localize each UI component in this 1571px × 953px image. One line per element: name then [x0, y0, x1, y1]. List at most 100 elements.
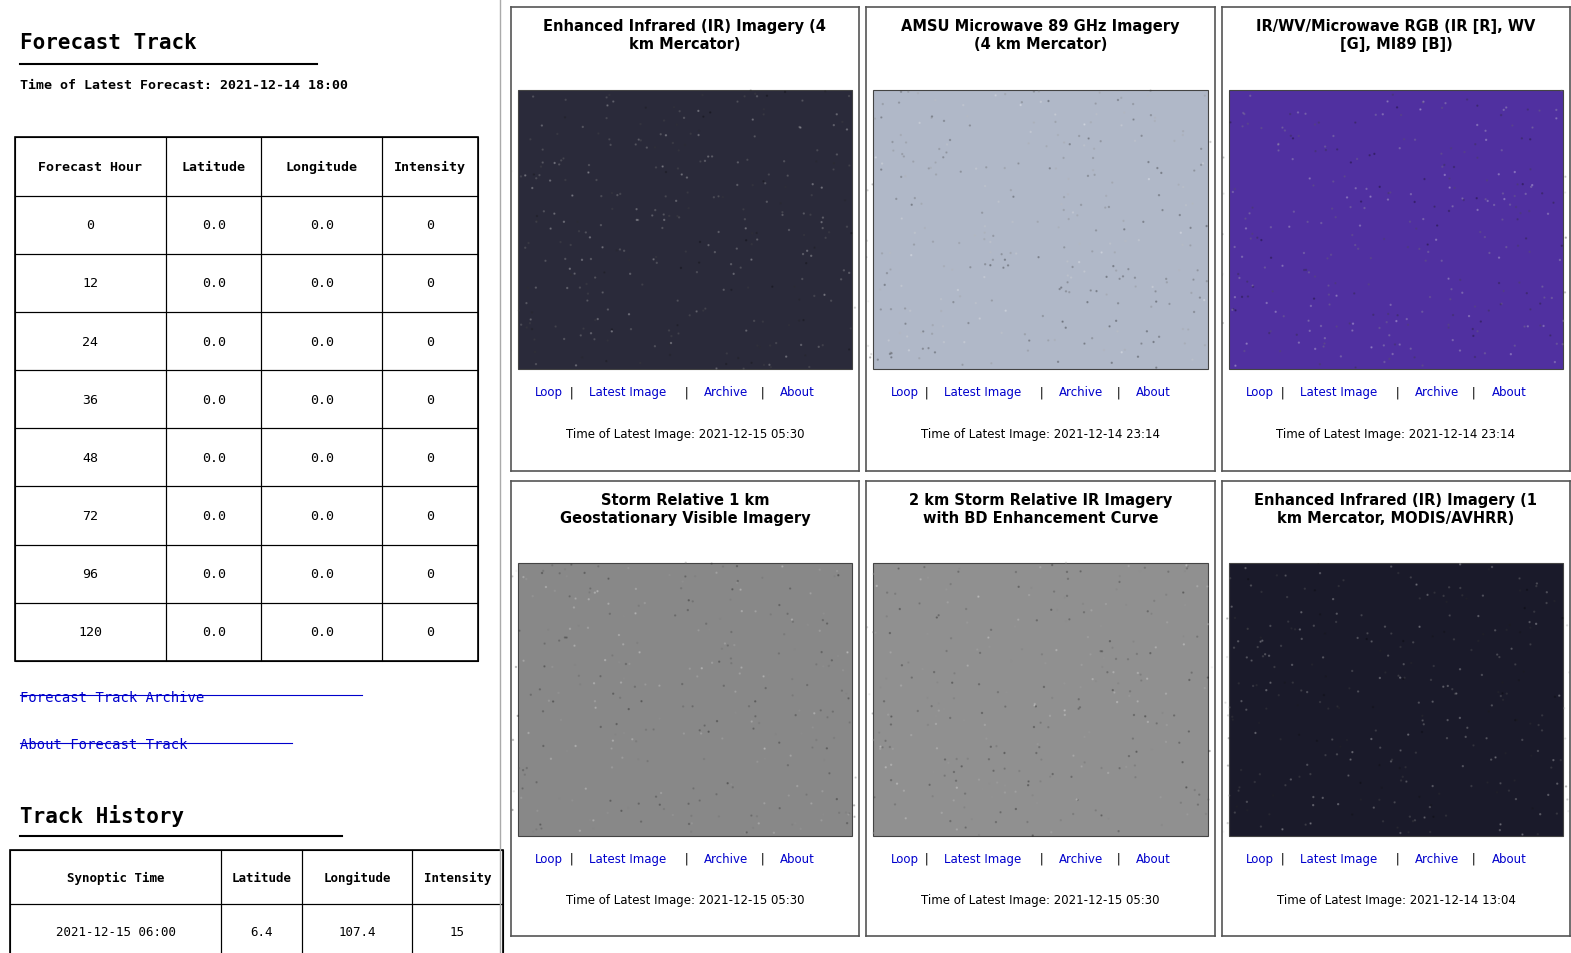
Text: IR/WV/Microwave RGB (IR [R], WV
[G], MI89 [B]): IR/WV/Microwave RGB (IR [R], WV [G], MI8…	[1257, 19, 1535, 51]
Text: 0.0: 0.0	[309, 277, 333, 290]
Text: 0.0: 0.0	[201, 335, 226, 348]
Text: Archive: Archive	[1415, 386, 1459, 399]
Bar	[382, 313, 478, 371]
Text: 72: 72	[83, 510, 99, 522]
Text: Synoptic Time: Synoptic Time	[68, 871, 165, 883]
Text: |: |	[757, 852, 768, 864]
Text: Intensity: Intensity	[394, 161, 467, 173]
Text: Loop: Loop	[1246, 386, 1274, 399]
Text: Time of Latest Image: 2021-12-15 05:30: Time of Latest Image: 2021-12-15 05:30	[921, 893, 1159, 905]
Bar	[167, 254, 261, 313]
Bar	[382, 545, 478, 603]
Text: Latest Image: Latest Image	[944, 852, 1021, 864]
Text: 0.0: 0.0	[201, 394, 226, 406]
Text: Track History: Track History	[20, 804, 184, 826]
Text: Latitude: Latitude	[182, 161, 245, 173]
Bar	[16, 138, 478, 661]
Text: |: |	[921, 852, 933, 864]
Bar	[261, 429, 382, 487]
Text: Archive: Archive	[1059, 852, 1103, 864]
Text: Latitude: Latitude	[231, 871, 291, 883]
Text: 2 km Storm Relative IR Imagery
with BD Enhancement Curve: 2 km Storm Relative IR Imagery with BD E…	[908, 493, 1172, 525]
Bar	[261, 603, 382, 661]
Text: Time of Latest Image: 2021-12-15 05:30: Time of Latest Image: 2021-12-15 05:30	[566, 428, 804, 440]
Text: 0.0: 0.0	[201, 626, 226, 639]
Bar	[16, 196, 167, 254]
Text: Enhanced Infrared (IR) Imagery (4
km Mercator): Enhanced Infrared (IR) Imagery (4 km Mer…	[544, 19, 826, 51]
Bar	[167, 603, 261, 661]
Text: 0: 0	[86, 219, 94, 232]
Text: Time of Latest Image: 2021-12-14 13:04: Time of Latest Image: 2021-12-14 13:04	[1277, 893, 1516, 905]
Text: Archive: Archive	[1415, 852, 1459, 864]
Text: Latest Image: Latest Image	[589, 852, 666, 864]
Text: |: |	[680, 386, 693, 399]
Bar	[167, 138, 261, 196]
Bar	[16, 487, 167, 545]
Bar	[382, 138, 478, 196]
Text: Archive: Archive	[704, 386, 748, 399]
Text: |: |	[921, 386, 933, 399]
Text: Storm Relative 1 km
Geostationary Visible Imagery: Storm Relative 1 km Geostationary Visibl…	[559, 493, 811, 525]
Text: Latest Image: Latest Image	[1299, 852, 1378, 864]
Text: 0.0: 0.0	[201, 219, 226, 232]
Text: Latest Image: Latest Image	[944, 386, 1021, 399]
Text: Loop: Loop	[891, 852, 919, 864]
Bar	[167, 371, 261, 429]
Text: |: |	[1392, 852, 1403, 864]
Bar	[9, 904, 222, 953]
Bar	[16, 545, 167, 603]
Bar	[16, 371, 167, 429]
Text: Loop: Loop	[536, 386, 562, 399]
Text: 0.0: 0.0	[309, 452, 333, 464]
Text: 0: 0	[426, 626, 434, 639]
Bar	[382, 196, 478, 254]
Text: 0.0: 0.0	[309, 394, 333, 406]
Bar	[261, 254, 382, 313]
Bar	[222, 850, 302, 904]
Bar	[261, 313, 382, 371]
Text: About Forecast Track: About Forecast Track	[20, 738, 187, 752]
Text: |: |	[1112, 852, 1125, 864]
Text: 0: 0	[426, 219, 434, 232]
Text: |: |	[566, 852, 577, 864]
Text: 0.0: 0.0	[309, 219, 333, 232]
Bar	[412, 850, 503, 904]
Text: Loop: Loop	[1246, 852, 1274, 864]
Bar	[382, 603, 478, 661]
Text: Forecast Track: Forecast Track	[20, 33, 196, 53]
Text: 0.0: 0.0	[309, 568, 333, 580]
Text: Enhanced Infrared (IR) Imagery (1
km Mercator, MODIS/AVHRR): Enhanced Infrared (IR) Imagery (1 km Mer…	[1255, 493, 1538, 525]
Text: |: |	[757, 386, 768, 399]
Bar	[16, 254, 167, 313]
Text: 0.0: 0.0	[201, 277, 226, 290]
Text: About: About	[1491, 386, 1527, 399]
Text: Intensity: Intensity	[424, 871, 492, 883]
Text: 0: 0	[426, 568, 434, 580]
Bar	[167, 429, 261, 487]
Text: |: |	[1037, 852, 1048, 864]
Text: 0.0: 0.0	[201, 510, 226, 522]
Text: 0.0: 0.0	[201, 568, 226, 580]
Text: 0: 0	[426, 277, 434, 290]
Text: 96: 96	[83, 568, 99, 580]
Bar	[167, 487, 261, 545]
Text: Forecast Hour: Forecast Hour	[39, 161, 143, 173]
Text: Forecast Track Archive: Forecast Track Archive	[20, 690, 204, 704]
Bar	[261, 196, 382, 254]
Text: |: |	[1277, 852, 1288, 864]
Text: 48: 48	[83, 452, 99, 464]
Text: 12: 12	[83, 277, 99, 290]
Bar	[412, 904, 503, 953]
Text: About: About	[1491, 852, 1527, 864]
Text: Time of Latest Forecast: 2021-12-14 18:00: Time of Latest Forecast: 2021-12-14 18:0…	[20, 79, 349, 92]
Bar	[167, 313, 261, 371]
Bar	[261, 371, 382, 429]
Text: Time of Latest Image: 2021-12-14 23:14: Time of Latest Image: 2021-12-14 23:14	[921, 428, 1159, 440]
Text: 36: 36	[83, 394, 99, 406]
Text: 15: 15	[449, 925, 465, 938]
Text: 0: 0	[426, 452, 434, 464]
Text: About: About	[1136, 386, 1170, 399]
Bar	[382, 487, 478, 545]
Bar	[16, 429, 167, 487]
Text: 0: 0	[426, 394, 434, 406]
